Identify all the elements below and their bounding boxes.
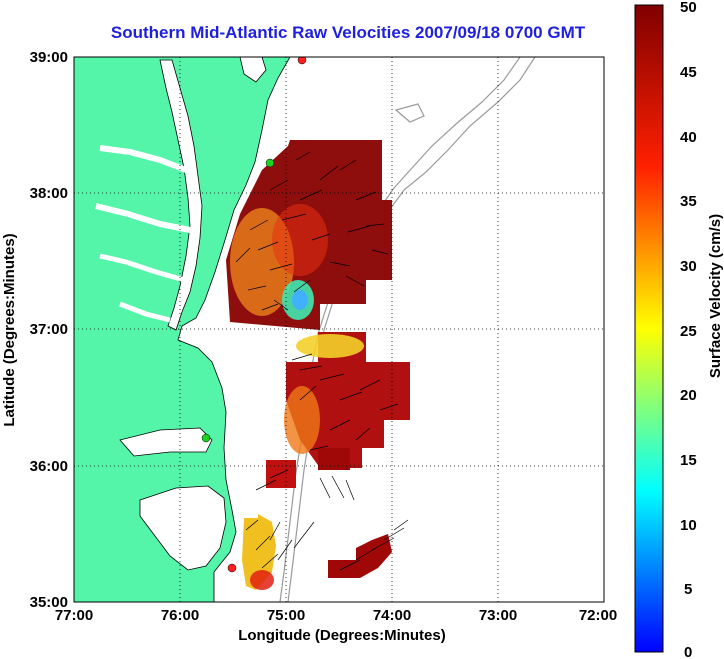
velocity-patch-west	[266, 460, 296, 488]
chart-title: Southern Mid-Atlantic Raw Velocities 200…	[111, 23, 586, 42]
delaware-bay	[239, 57, 267, 83]
colorbar-gradient	[634, 4, 664, 653]
velocity-vectors	[235, 151, 409, 571]
x-tick-label: 73:00	[479, 607, 517, 624]
x-tick-label: 77:00	[55, 607, 93, 624]
y-tick-label: 38:00	[30, 185, 68, 202]
map-panel[interactable]	[73, 56, 605, 603]
station-marker[interactable]	[297, 56, 307, 65]
colorbar-tick: 10	[680, 517, 697, 534]
pamlico-sound	[139, 485, 227, 571]
velocity-mid-orange	[284, 386, 320, 454]
colorbar-tick: 40	[680, 129, 697, 146]
velocity-south-red	[250, 570, 274, 590]
y-axis-label: Latitude (Degrees:Minutes)	[1, 233, 18, 426]
station-marker[interactable]	[265, 158, 275, 168]
tributary-3	[99, 253, 185, 283]
velocity-eddy-cyan	[292, 290, 308, 310]
x-tick-label: 76:00	[161, 607, 199, 624]
colorbar-label: Surface Velocity (cm/s)	[707, 214, 724, 378]
velocity-hotspot-red	[272, 204, 328, 276]
y-tick-label: 36:00	[30, 458, 68, 475]
velocity-patch-south	[242, 514, 276, 590]
velocity-patch-east	[318, 448, 350, 470]
colorbar-tick: 50	[680, 0, 697, 16]
tributary-1	[99, 145, 188, 173]
station-markers	[201, 56, 307, 573]
x-tick-label: 74:00	[373, 607, 411, 624]
map-frame	[73, 56, 605, 603]
colorbar-tick: 35	[680, 193, 697, 210]
tributary-2	[95, 203, 191, 233]
velocity-mid-yellow	[296, 334, 364, 358]
colorbar-tick: 30	[680, 258, 697, 275]
x-axis: 77:00 76:00 75:00 74:00 73:00 72:00 Long…	[55, 607, 617, 644]
colorbar-tick: 20	[680, 387, 697, 404]
x-tick-label: 75:00	[267, 607, 305, 624]
colorbar-tick: 45	[680, 64, 697, 81]
colorbar-tick: 0	[684, 644, 692, 659]
colorbar: 50 45 40 35 30 25 20 15 10 5 0 Surface V…	[634, 0, 724, 659]
y-tick-label: 39:00	[30, 49, 68, 66]
x-axis-label: Longitude (Degrees:Minutes)	[238, 627, 446, 644]
map-grid	[74, 57, 604, 602]
colorbar-tick: 25	[680, 323, 697, 340]
station-marker[interactable]	[227, 563, 237, 573]
tributary-4	[119, 301, 171, 323]
velocity-patch-southeast	[328, 534, 392, 578]
velocity-field	[226, 140, 410, 590]
y-tick-label: 37:00	[30, 321, 68, 338]
albemarle-sound	[119, 427, 213, 457]
y-axis: 39:00 38:00 37:00 36:00 35:00 Latitude (…	[1, 49, 68, 611]
land-mass	[74, 57, 291, 602]
colorbar-tick: 5	[684, 581, 692, 598]
station-marker[interactable]	[201, 433, 211, 443]
x-tick-label: 72:00	[579, 607, 617, 624]
chesapeake-bay	[159, 59, 203, 331]
y-tick-label: 35:00	[30, 594, 68, 611]
colorbar-tick: 15	[680, 452, 697, 469]
